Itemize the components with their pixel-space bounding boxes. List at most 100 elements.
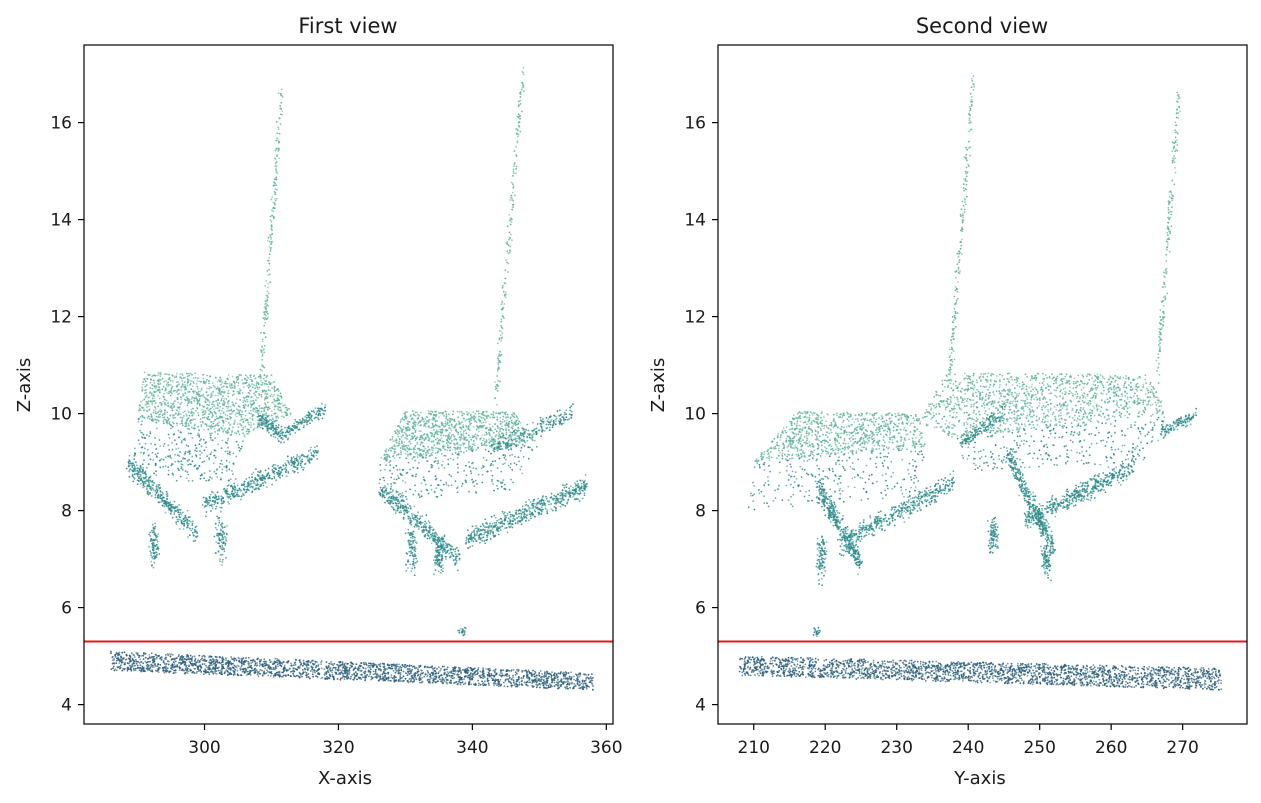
- data-point: [206, 374, 209, 377]
- data-point: [325, 672, 328, 675]
- data-point: [257, 675, 260, 678]
- data-point: [337, 664, 340, 667]
- data-point: [221, 439, 224, 442]
- data-point: [179, 373, 182, 375]
- data-point: [299, 663, 302, 666]
- data-point: [299, 661, 302, 664]
- data-point: [149, 399, 152, 402]
- data-point: [189, 668, 192, 671]
- data-point: [501, 432, 503, 435]
- data-point: [217, 407, 219, 409]
- data-point: [129, 655, 132, 658]
- data-point: [154, 437, 156, 439]
- data-point: [177, 447, 180, 450]
- data-point: [341, 669, 344, 672]
- data-point: [211, 477, 213, 480]
- data-point: [266, 406, 268, 409]
- data-point: [232, 390, 235, 393]
- data-point: [402, 425, 405, 428]
- data-point: [434, 681, 437, 683]
- data-point: [256, 658, 259, 661]
- data-point: [178, 665, 181, 668]
- data-point: [201, 420, 204, 423]
- data-point: [146, 657, 149, 660]
- data-point: [140, 446, 143, 449]
- data-point: [257, 383, 260, 386]
- data-point: [229, 405, 232, 408]
- data-point: [176, 406, 179, 409]
- data-point: [505, 433, 508, 436]
- data-point: [236, 390, 239, 393]
- data-point: [435, 457, 437, 459]
- data-point: [398, 669, 401, 672]
- data-point: [161, 377, 164, 380]
- data-point: [467, 427, 469, 429]
- data-point: [436, 451, 439, 454]
- data-point: [588, 681, 591, 684]
- data-point: [481, 680, 483, 683]
- data-point: [411, 425, 414, 428]
- data-point: [165, 404, 168, 406]
- data-point: [457, 673, 460, 676]
- data-point: [188, 401, 191, 404]
- data-point: [164, 389, 167, 391]
- data-point: [186, 375, 189, 378]
- data-point: [507, 464, 510, 467]
- data-point: [313, 669, 316, 672]
- data-point: [464, 682, 467, 684]
- data-point: [222, 385, 225, 388]
- data-point: [220, 447, 223, 449]
- data-point: [188, 660, 191, 663]
- data-point: [397, 672, 400, 675]
- data-point: [225, 459, 228, 462]
- data-point: [170, 664, 172, 667]
- data-point: [471, 669, 474, 672]
- data-point: [506, 669, 509, 672]
- data-point: [200, 424, 203, 426]
- data-point: [194, 376, 197, 379]
- data-point: [274, 661, 277, 664]
- data-point: [369, 668, 372, 671]
- data-point: [513, 416, 516, 418]
- data-point: [112, 665, 115, 668]
- data-point: [154, 464, 157, 467]
- data-point: [499, 672, 502, 674]
- data-point: [277, 417, 279, 419]
- data-point: [431, 454, 434, 456]
- data-point: [354, 675, 356, 677]
- data-point: [499, 420, 502, 423]
- data-point: [570, 675, 573, 678]
- data-point: [585, 674, 588, 676]
- data-point: [220, 426, 223, 429]
- data-point: [203, 416, 206, 419]
- data-point: [170, 391, 173, 393]
- data-point: [266, 401, 269, 404]
- data-point: [374, 668, 377, 671]
- data-point: [450, 670, 453, 673]
- data-point: [122, 667, 124, 670]
- data-point: [523, 681, 526, 684]
- data-point: [590, 673, 593, 675]
- data-point: [210, 661, 213, 664]
- data-point: [509, 681, 512, 684]
- data-point: [187, 473, 190, 476]
- data-point: [420, 411, 422, 414]
- data-point: [320, 667, 323, 670]
- data-point: [138, 654, 141, 657]
- data-point: [159, 663, 162, 666]
- data-point: [246, 398, 248, 401]
- data-point: [143, 378, 146, 380]
- data-point: [163, 380, 166, 383]
- data-point: [401, 680, 404, 683]
- data-point: [451, 677, 454, 680]
- data-point: [542, 675, 545, 678]
- data-point: [139, 416, 142, 418]
- data-point: [400, 435, 403, 438]
- data-point: [250, 662, 253, 665]
- data-point: [351, 673, 354, 676]
- data-point: [417, 422, 420, 425]
- data-point: [417, 413, 419, 416]
- data-point: [172, 672, 175, 674]
- data-point: [448, 437, 451, 440]
- data-point: [393, 664, 395, 666]
